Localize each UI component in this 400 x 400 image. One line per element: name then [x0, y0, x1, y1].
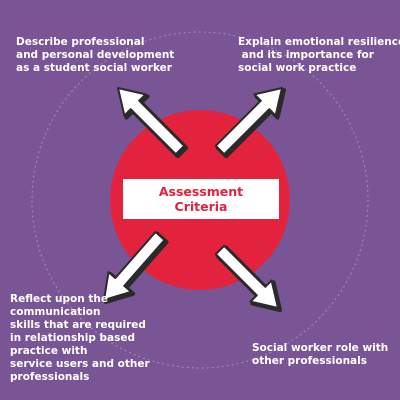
arrow-body	[214, 244, 279, 309]
label-line: Explain emotional resilience	[238, 36, 400, 48]
label-line: social work practice	[238, 62, 357, 74]
orbit-ring	[31, 31, 369, 369]
label-line: service users and other	[10, 358, 150, 370]
label-line: other professionals	[252, 355, 367, 367]
label-line: as a student social worker	[16, 62, 172, 74]
label-line: Social worker role with	[252, 342, 389, 354]
label-line: professionals	[10, 371, 90, 383]
arrow-down-right-icon	[214, 244, 282, 312]
arrow-body	[214, 87, 283, 156]
criterion-professional-development: Describe professional and personal develo…	[16, 36, 174, 75]
label-line: practice with	[10, 345, 88, 357]
center-title-box: Assessment Criteria	[123, 179, 279, 219]
label-line: Describe professional	[16, 36, 145, 48]
criterion-social-worker-role: Social worker role with other professiona…	[252, 342, 388, 368]
center-title-line-1: Assessment	[158, 184, 244, 199]
label-line: Reflect upon the	[10, 293, 108, 305]
center-title-line-2: Criteria	[174, 199, 228, 214]
arrow-up-left-icon	[117, 87, 189, 159]
arrow-down-left-icon	[103, 231, 169, 304]
label-line: skills that are required	[10, 319, 146, 331]
criterion-communication-skills: Reflect upon the communication skills that…	[10, 293, 150, 384]
arrow-up-right-icon	[214, 87, 286, 159]
label-line: and personal development	[16, 49, 175, 61]
label-line: and its importance for	[238, 49, 374, 61]
label-line: in relationship based	[10, 332, 136, 344]
arrow-body	[117, 87, 186, 156]
criterion-emotional-resilience: Explain emotional resilience and its imp…	[238, 36, 400, 75]
arrow-body	[103, 231, 166, 301]
label-line: communication	[10, 306, 101, 318]
